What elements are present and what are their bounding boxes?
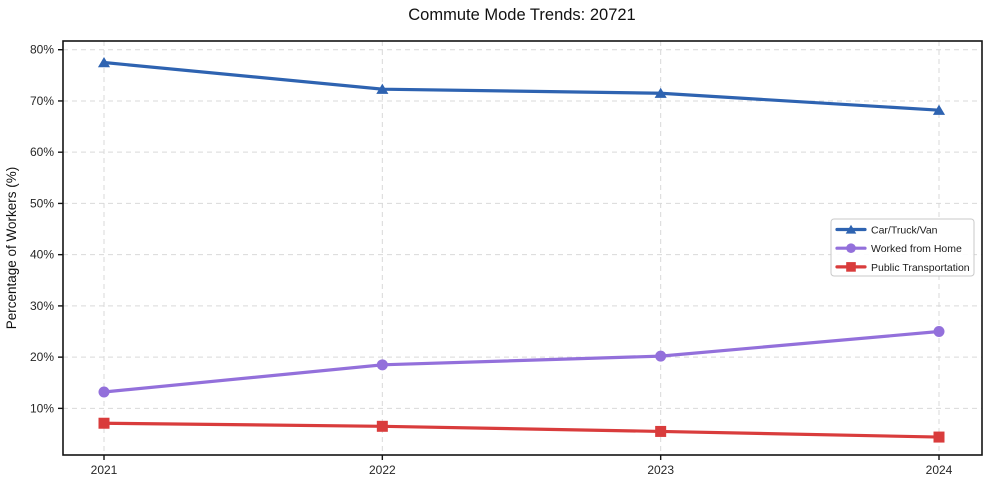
- legend-label: Worked from Home: [871, 243, 962, 255]
- triangle-marker: [376, 83, 389, 94]
- square-marker: [846, 262, 856, 272]
- x-tick-label: 2021: [91, 463, 118, 477]
- triangle-marker: [845, 224, 857, 234]
- series-worked-from-home: [98, 326, 945, 398]
- circle-marker: [846, 243, 856, 253]
- series-line: [102, 329, 941, 394]
- y-tick-label: 80%: [30, 43, 54, 57]
- y-tick-label: 10%: [30, 401, 54, 415]
- x-tick-label: 2024: [926, 463, 953, 477]
- y-tick-label: 70%: [30, 94, 54, 108]
- series-public-transportation: [98, 417, 945, 443]
- square-marker: [933, 431, 945, 443]
- circle-marker: [655, 350, 667, 362]
- series-car-truck-van: [97, 57, 946, 115]
- y-tick-label: 60%: [30, 145, 54, 159]
- square-marker: [98, 417, 110, 429]
- chart-plot-area: 10% 20% 30% 40% 50% 60% 70% 80% 2021 2022 2023 2024…: [30, 40, 983, 477]
- triangle-marker: [932, 104, 946, 115]
- square-marker: [655, 425, 667, 437]
- y-tick-label: 30%: [30, 299, 54, 313]
- legend: Car/Truck/Van Worked from Home Public Tran…: [830, 218, 975, 277]
- y-tick-label: 20%: [30, 350, 54, 364]
- y-tick-label: 50%: [30, 196, 54, 210]
- circle-marker: [98, 386, 110, 398]
- axis-frame: [62, 40, 983, 456]
- triangle-marker: [97, 57, 111, 68]
- chart-title: Commute Mode Trends: 20721: [408, 6, 635, 24]
- legend-label: Car/Truck/Van: [871, 225, 938, 237]
- series-line: [102, 60, 941, 112]
- x-tick-label: 2022: [369, 463, 396, 477]
- x-tick-label: 2023: [647, 463, 674, 477]
- circle-marker: [376, 359, 388, 371]
- square-marker: [376, 420, 388, 432]
- y-tick-label: 40%: [30, 248, 54, 262]
- y-axis-label: Percentage of Workers (%): [4, 167, 19, 330]
- series-line: [102, 421, 941, 439]
- circle-marker: [933, 326, 945, 338]
- triangle-marker: [654, 87, 667, 98]
- legend-box: [830, 218, 975, 277]
- legend-label: Public Transportation: [871, 262, 970, 274]
